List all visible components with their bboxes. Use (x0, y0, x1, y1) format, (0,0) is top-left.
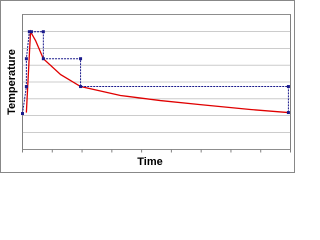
y-axis-label: Temperature (6, 49, 18, 115)
data-point (286, 85, 290, 89)
data-point (21, 112, 24, 116)
data-point (41, 30, 45, 34)
data-point (79, 57, 83, 61)
data-point (24, 85, 28, 89)
data-point (286, 111, 290, 115)
data-point (29, 30, 33, 34)
data-point (41, 57, 45, 61)
data-point (79, 85, 83, 89)
data-point (27, 30, 31, 34)
x-axis-label: Time (137, 156, 162, 168)
chart: Temperature Time (0, 0, 295, 173)
data-point (24, 57, 28, 61)
